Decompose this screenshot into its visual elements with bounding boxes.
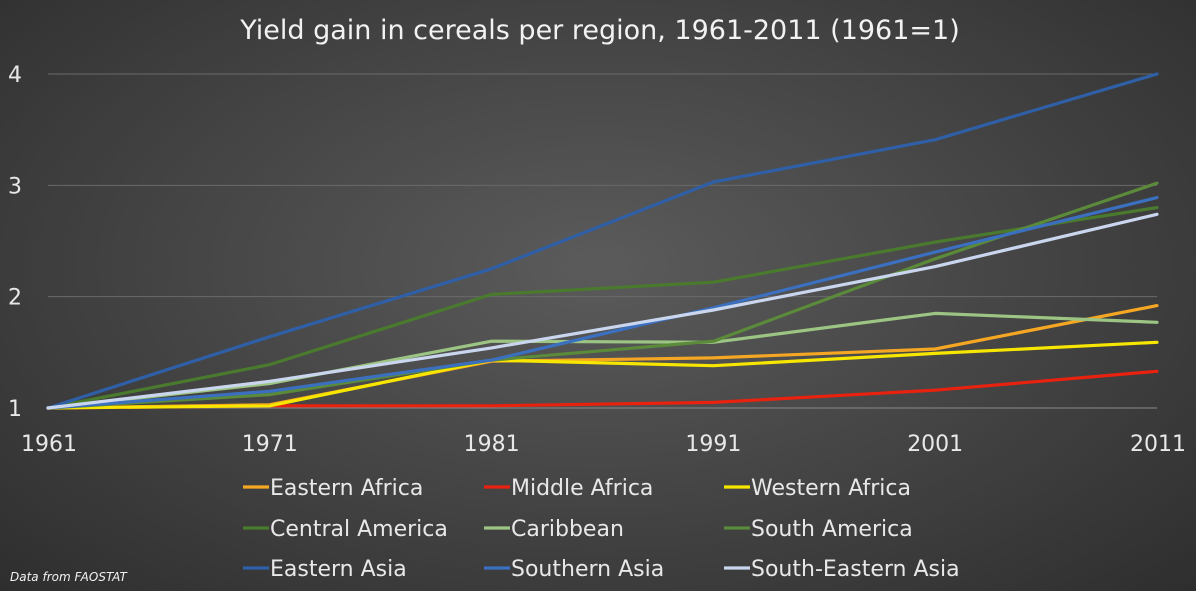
- series-line-eastern-asia: [46, 72, 1159, 410]
- legend-label-caribbean: Caribbean: [511, 517, 624, 542]
- legend-label-south-eastern-asia: South-Eastern Asia: [751, 557, 960, 582]
- legend: Eastern Africa Middle Africa Western Afric…: [243, 476, 960, 582]
- series-lines: [46, 72, 1159, 410]
- legend-label-south-america: South America: [751, 517, 913, 542]
- x-tick-label: 1971: [242, 432, 298, 457]
- x-tick-label: 2011: [1130, 432, 1186, 457]
- series-line-central-america: [46, 206, 1159, 410]
- series-line-eastern-africa: [46, 304, 1159, 410]
- legend-label-eastern-africa: Eastern Africa: [270, 476, 423, 501]
- legend-label-western-africa: Western Africa: [751, 476, 911, 501]
- source-note: Data from FAOSTAT: [10, 570, 129, 584]
- legend-label-eastern-asia: Eastern Asia: [270, 557, 407, 582]
- y-tick-label: 4: [8, 63, 22, 88]
- series-line-western-africa: [46, 340, 1159, 410]
- legend-label-middle-africa: Middle Africa: [511, 476, 653, 501]
- series-line-caribbean: [46, 311, 1159, 410]
- x-axis-ticks: 1961 1971 1981 1991 2001 2011: [21, 432, 1186, 457]
- series-line-south-america: [46, 181, 1159, 410]
- x-tick-label: 1981: [464, 432, 520, 457]
- x-tick-label: 1991: [685, 432, 741, 457]
- x-tick-label: 1961: [21, 432, 77, 457]
- y-tick-label: 1: [8, 397, 22, 422]
- x-tick-label: 2001: [907, 432, 963, 457]
- legend-label-southern-asia: Southern Asia: [511, 557, 664, 582]
- legend-label-central-america: Central America: [270, 517, 448, 542]
- y-axis-ticks: 1 2 3 4: [8, 63, 22, 422]
- y-tick-label: 2: [8, 286, 22, 311]
- gridlines: [48, 73, 1157, 409]
- series-line-south-eastern-asia: [46, 212, 1159, 410]
- series-line-southern-asia: [46, 196, 1159, 410]
- y-tick-label: 3: [8, 174, 22, 199]
- chart-title: Yield gain in cereals per region, 1961-2…: [239, 15, 960, 46]
